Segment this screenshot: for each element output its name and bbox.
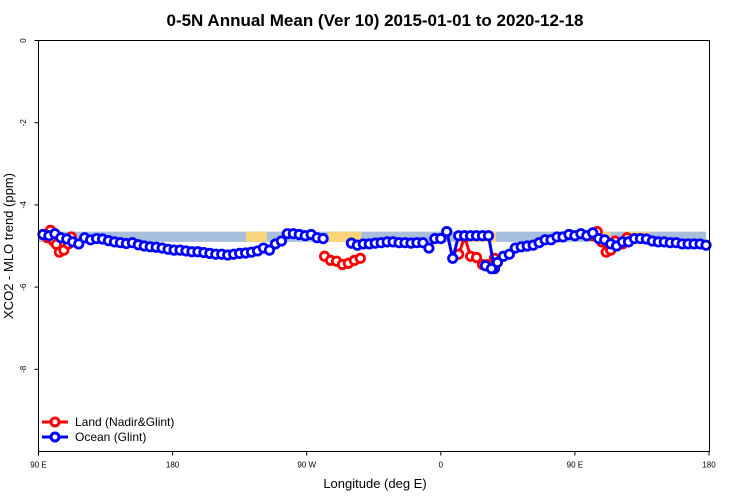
legend-item-ocean: Ocean (Glint)	[42, 430, 146, 444]
x-axis-label: Longitude (deg E)	[323, 476, 426, 491]
y-tick-label: -4	[19, 201, 28, 209]
x-tick-label: 90 E	[567, 461, 583, 470]
ocean-point	[482, 230, 495, 242]
ocean-point	[317, 233, 329, 245]
ocean-point	[700, 239, 712, 251]
ocean-point	[423, 242, 435, 254]
y-tick-label: -2	[19, 119, 28, 127]
ocean-point	[263, 244, 276, 256]
y-axis-label: XCO2 - MLO trend (ppm)	[1, 173, 16, 319]
x-axis: 90 E 180 90 W 0 90 E 180	[30, 451, 716, 470]
x-tick-label: 180	[702, 461, 716, 470]
ocean-point	[441, 226, 453, 238]
chart-title: 0-5N Annual Mean (Ver 10) 2015-01-01 to …	[166, 11, 583, 30]
y-tick-label: 0	[19, 38, 28, 43]
ocean-point	[447, 252, 459, 264]
ocean-point	[485, 263, 498, 275]
x-tick-label: 180	[166, 461, 180, 470]
ocean-point	[435, 233, 447, 245]
ocean-point	[73, 238, 85, 250]
plot-frame	[38, 40, 710, 452]
y-tick-label: -8	[19, 365, 28, 373]
x-tick-label: 90 E	[30, 461, 46, 470]
series-ocean	[37, 226, 712, 275]
legend-item-land: Land (Nadir&Glint)	[42, 415, 174, 429]
ocean-point	[275, 235, 287, 247]
land-point	[470, 251, 483, 264]
series-layer	[37, 224, 712, 275]
legend-ocean-marker	[49, 431, 61, 443]
ocean-point	[491, 256, 504, 269]
legend-land-marker	[49, 416, 61, 428]
x-tick-label: 0	[439, 461, 444, 470]
legend: Land (Nadir&Glint) Ocean (Glint)	[42, 415, 174, 444]
legend-land-label: Land (Nadir&Glint)	[75, 415, 174, 429]
y-axis: 0 -2 -4 -6 -8	[19, 38, 39, 373]
land-band-3	[328, 231, 362, 242]
ocean-point	[503, 248, 515, 260]
legend-ocean-label: Ocean (Glint)	[75, 430, 146, 444]
ocean-band	[38, 231, 707, 242]
y-tick-label: -6	[19, 283, 28, 291]
land-band-2	[246, 231, 267, 242]
land-point	[354, 252, 366, 264]
x-tick-label: 90 W	[297, 461, 316, 470]
